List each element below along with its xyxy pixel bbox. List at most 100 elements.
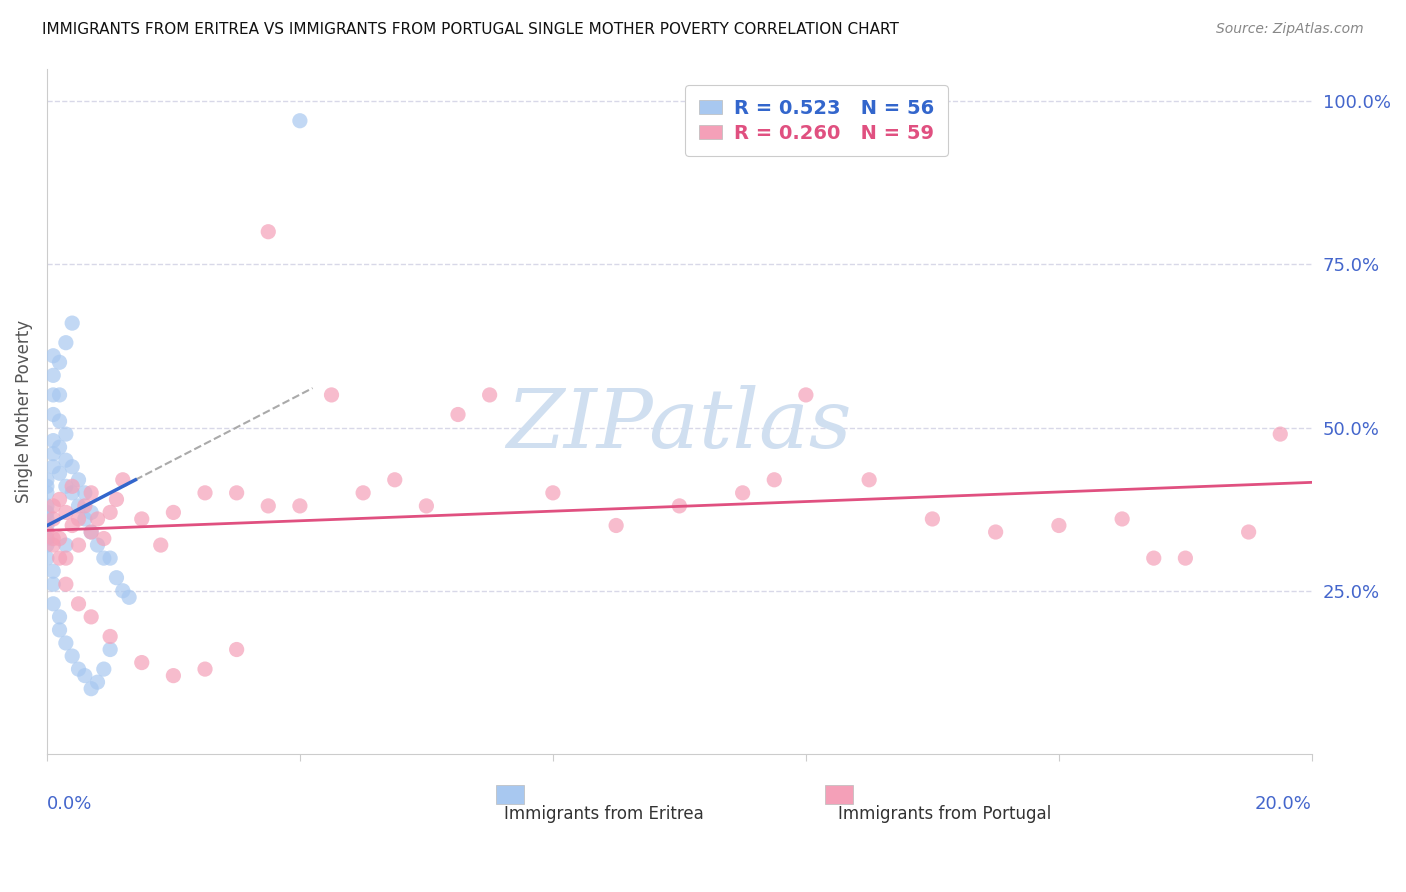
Point: [105, 492, 128, 507]
Point: [48, 492, 70, 507]
Point: [984, 524, 1007, 539]
Point: [1270, 427, 1292, 442]
FancyBboxPatch shape: [825, 785, 852, 804]
Point: [98, 551, 121, 566]
Point: [42, 368, 65, 383]
Point: [42, 597, 65, 611]
Text: Immigrants from Portugal: Immigrants from Portugal: [838, 805, 1052, 823]
Point: [73, 668, 96, 682]
Point: [67, 662, 90, 676]
Point: [55, 479, 77, 493]
Point: [35, 486, 58, 500]
Point: [35, 524, 58, 539]
Point: [149, 538, 172, 552]
Point: [73, 486, 96, 500]
Point: [55, 538, 77, 552]
Point: [80, 505, 103, 519]
FancyBboxPatch shape: [496, 785, 524, 804]
Text: IMMIGRANTS FROM ERITREA VS IMMIGRANTS FROM PORTUGAL SINGLE MOTHER POVERTY CORREL: IMMIGRANTS FROM ERITREA VS IMMIGRANTS FR…: [42, 22, 898, 37]
Point: [48, 610, 70, 624]
Point: [80, 681, 103, 696]
Point: [131, 656, 153, 670]
Point: [194, 486, 217, 500]
Point: [35, 473, 58, 487]
Point: [352, 486, 374, 500]
Point: [60, 459, 83, 474]
Point: [384, 473, 406, 487]
Point: [162, 505, 184, 519]
Point: [55, 551, 77, 566]
Point: [1237, 524, 1260, 539]
Point: [42, 408, 65, 422]
Point: [42, 577, 65, 591]
Point: [55, 453, 77, 467]
Point: [73, 512, 96, 526]
Point: [35, 479, 58, 493]
Point: [111, 473, 134, 487]
Point: [60, 316, 83, 330]
Point: [42, 538, 65, 552]
Point: [67, 473, 90, 487]
Point: [80, 486, 103, 500]
Point: [67, 512, 90, 526]
Point: [1174, 551, 1197, 566]
Point: [1047, 518, 1070, 533]
Point: [35, 551, 58, 566]
Point: [105, 571, 128, 585]
Point: [67, 499, 90, 513]
Point: [48, 623, 70, 637]
Point: [86, 512, 108, 526]
Point: [48, 551, 70, 566]
Point: [98, 505, 121, 519]
Point: [225, 486, 247, 500]
Point: [42, 447, 65, 461]
Point: [67, 538, 90, 552]
Point: [541, 486, 564, 500]
Point: [80, 524, 103, 539]
Point: [42, 349, 65, 363]
Point: [48, 467, 70, 481]
Point: [93, 532, 115, 546]
Point: [60, 479, 83, 493]
Point: [731, 486, 754, 500]
Point: [42, 434, 65, 448]
Point: [93, 551, 115, 566]
Point: [763, 473, 786, 487]
Point: [60, 648, 83, 663]
Point: [1143, 551, 1166, 566]
Point: [42, 459, 65, 474]
Point: [858, 473, 880, 487]
Point: [42, 388, 65, 402]
Point: [162, 668, 184, 682]
Point: [67, 597, 90, 611]
Point: [478, 388, 501, 402]
Point: [257, 225, 280, 239]
Point: [48, 388, 70, 402]
Point: [257, 499, 280, 513]
Point: [921, 512, 943, 526]
Point: [80, 610, 103, 624]
Point: [225, 642, 247, 657]
Point: [60, 486, 83, 500]
Point: [55, 636, 77, 650]
Point: [55, 427, 77, 442]
Text: ZIPatlas: ZIPatlas: [506, 385, 852, 465]
Point: [447, 408, 470, 422]
Point: [321, 388, 343, 402]
Point: [80, 524, 103, 539]
Point: [605, 518, 627, 533]
Point: [55, 335, 77, 350]
Point: [98, 630, 121, 644]
Point: [288, 499, 311, 513]
Point: [35, 505, 58, 519]
Point: [73, 499, 96, 513]
Point: [35, 518, 58, 533]
Y-axis label: Single Mother Poverty: Single Mother Poverty: [15, 319, 32, 503]
Point: [42, 532, 65, 546]
Point: [131, 512, 153, 526]
Point: [35, 512, 58, 526]
Point: [1111, 512, 1133, 526]
Point: [42, 512, 65, 526]
Point: [48, 355, 70, 369]
Text: Source: ZipAtlas.com: Source: ZipAtlas.com: [1216, 22, 1364, 37]
